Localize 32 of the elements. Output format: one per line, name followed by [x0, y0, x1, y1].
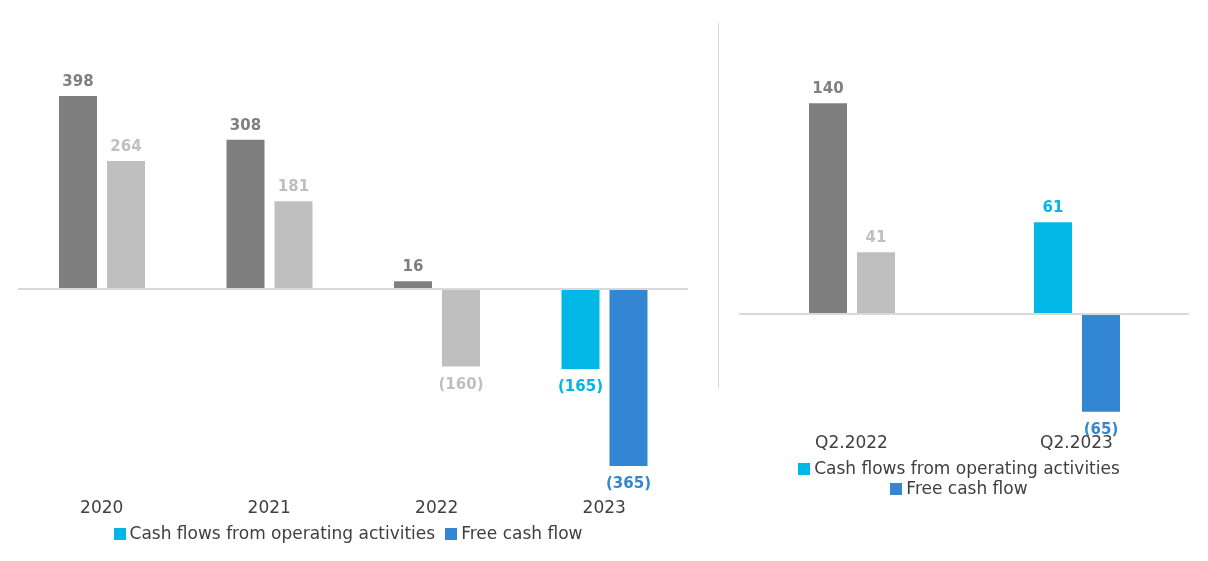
- data-label: 41: [865, 228, 887, 247]
- data-label: 308: [229, 115, 262, 134]
- data-label: (160): [438, 374, 484, 393]
- x-tick-label: Q2.2022: [815, 432, 888, 453]
- data-label: 181: [277, 177, 310, 196]
- data-label: (165): [557, 377, 604, 395]
- bar: [1082, 313, 1120, 412]
- bar: [226, 139, 265, 289]
- bar: [609, 289, 648, 466]
- x-tick-label: 2022: [415, 497, 459, 518]
- data-label: 140: [812, 79, 844, 98]
- data-label: 61: [1042, 198, 1064, 217]
- legend-label: Free cash flow: [461, 523, 583, 543]
- data-label: 264: [110, 137, 142, 155]
- bar: [107, 161, 145, 289]
- data-label: 398: [62, 72, 94, 91]
- bar: [442, 289, 480, 367]
- bar: [274, 201, 313, 289]
- legend-label: Cash flows from operating activities: [814, 458, 1120, 478]
- bar: [394, 281, 432, 289]
- x-tick-label: 2023: [582, 497, 626, 518]
- bar: [1034, 222, 1072, 314]
- x-tick-label: 2021: [247, 497, 291, 518]
- legend-label: Free cash flow: [906, 478, 1028, 498]
- bar: [857, 252, 895, 314]
- bar: [59, 96, 97, 289]
- data-label: (365): [605, 473, 652, 492]
- bar: [809, 103, 847, 314]
- x-tick-label: 2020: [80, 497, 124, 518]
- legend-label: Cash flows from operating activities: [129, 523, 436, 543]
- bar: [561, 289, 600, 369]
- data-label: 16: [402, 257, 424, 276]
